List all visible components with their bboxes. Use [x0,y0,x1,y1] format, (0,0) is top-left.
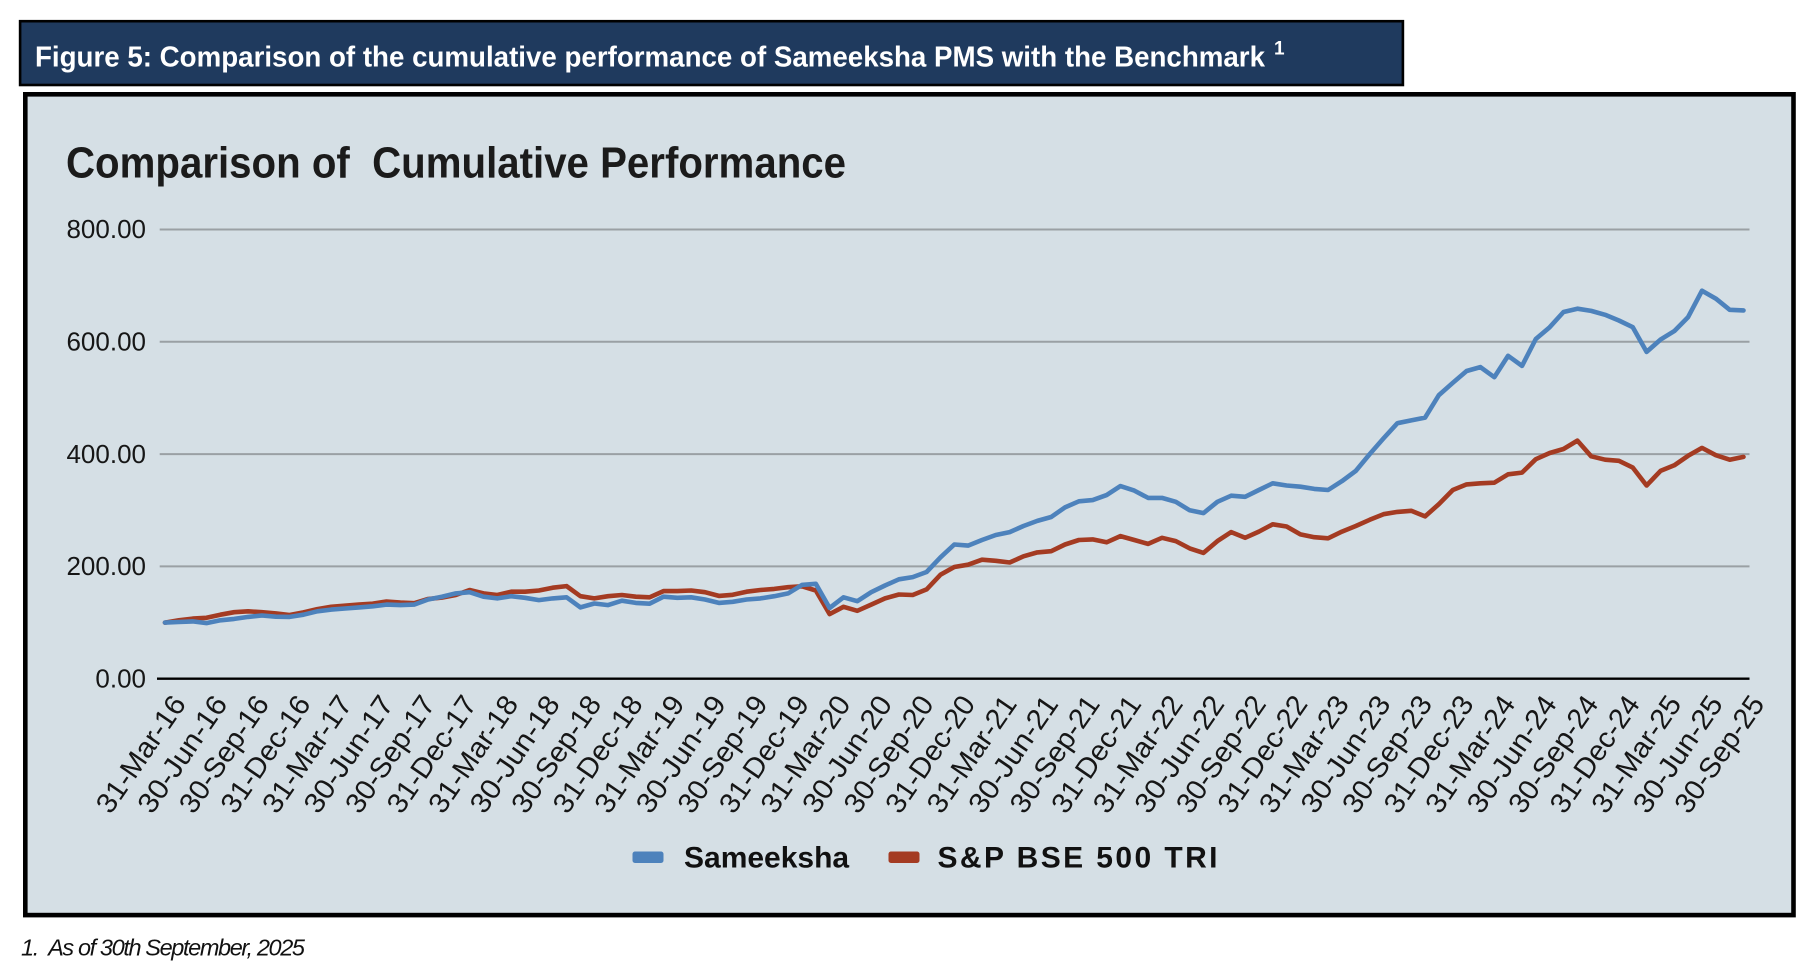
svg-text:600.00: 600.00 [66,327,146,357]
svg-text:400.00: 400.00 [66,439,146,469]
svg-text:Sameeksha: Sameeksha [684,842,849,875]
svg-text:1: 1 [1274,39,1285,60]
svg-text:S&P BSE 500 TRI: S&P BSE 500 TRI [938,842,1218,875]
svg-text:Figure 5: Comparison of the cu: Figure 5: Comparison of the cumulative p… [35,42,1266,74]
svg-text:800.00: 800.00 [66,214,146,244]
svg-text:1. As of 30th September, 2025: 1. As of 30th September, 2025 [21,935,306,961]
svg-text:200.00: 200.00 [66,551,146,581]
svg-text:0.00: 0.00 [95,663,146,693]
svg-text:Comparison of Cumulative Perf: Comparison of Cumulative Performance [66,139,846,188]
